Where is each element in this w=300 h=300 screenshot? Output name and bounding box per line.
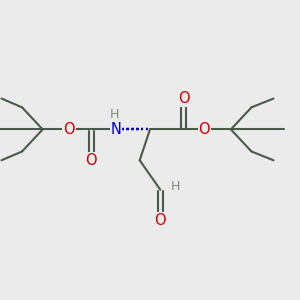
- Text: O: O: [85, 153, 97, 168]
- Text: H: H: [110, 108, 119, 121]
- Text: O: O: [199, 122, 210, 137]
- Text: O: O: [154, 213, 166, 228]
- Text: H: H: [171, 180, 180, 193]
- Text: O: O: [63, 122, 75, 137]
- Text: N: N: [111, 122, 122, 137]
- Text: O: O: [178, 91, 190, 106]
